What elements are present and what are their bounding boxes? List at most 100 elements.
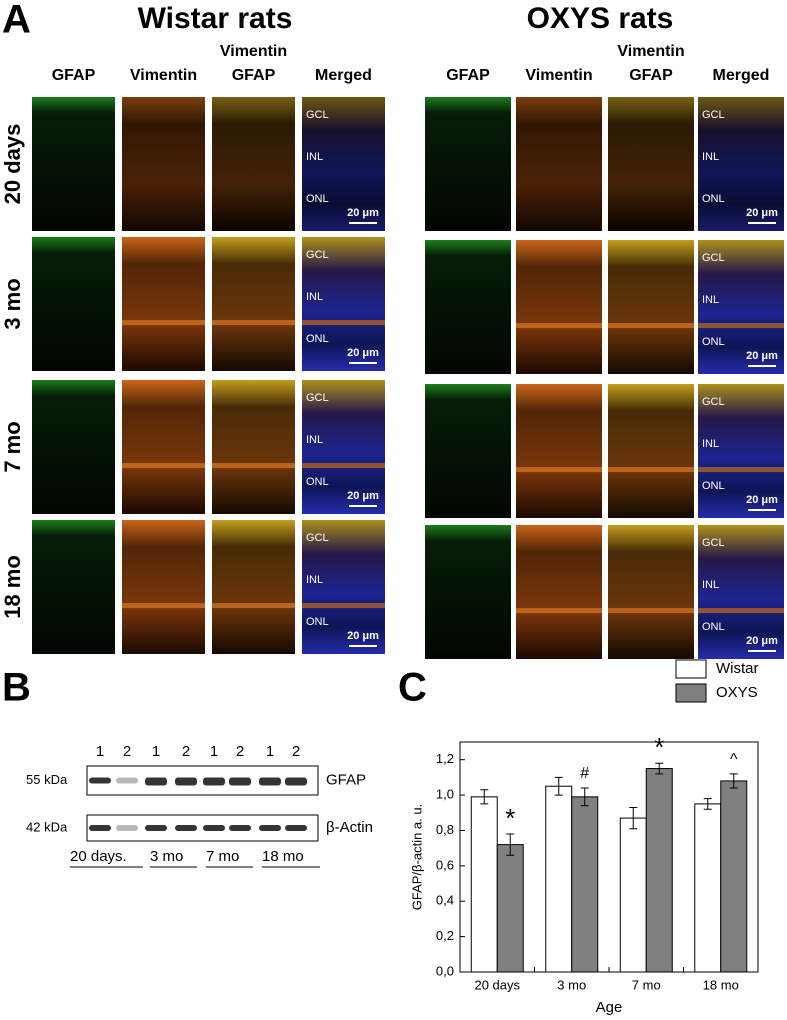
- blot-band: [175, 825, 197, 831]
- scale-bar-label: 20 μm: [746, 635, 778, 647]
- scale-bar-label: 20 μm: [347, 207, 379, 219]
- blot-band: [229, 777, 251, 786]
- y-tick-label: 0,6: [436, 857, 454, 872]
- column-header: Vimentin: [220, 43, 287, 60]
- plexiform-band: [122, 463, 205, 469]
- micrograph: [302, 380, 385, 514]
- blot-band: [89, 825, 111, 831]
- micrograph: [608, 525, 694, 659]
- blot-band: [145, 777, 167, 786]
- bar: [645, 768, 673, 973]
- micrograph: [212, 97, 295, 231]
- layer-label: INL: [702, 294, 719, 306]
- micrograph: [122, 237, 205, 371]
- micrograph: [122, 380, 205, 514]
- x-tick-label: 20 days: [474, 977, 520, 992]
- significance-mark: *: [505, 803, 515, 833]
- error-bar: [506, 833, 515, 856]
- micrograph: [212, 237, 295, 371]
- micrograph: [122, 97, 205, 231]
- layer-label: INL: [702, 579, 719, 591]
- column-header: GFAP: [629, 67, 673, 84]
- blot-band: [175, 777, 197, 786]
- layer-label: ONL: [306, 333, 329, 345]
- micrograph: [32, 97, 115, 231]
- micrograph: [516, 240, 602, 374]
- micrograph: [608, 97, 694, 231]
- micrograph: [302, 237, 385, 371]
- plexiform-band: [122, 603, 205, 609]
- micrograph: [516, 97, 602, 231]
- plexiform-band: [212, 463, 295, 469]
- scale-bar-label: 20 μm: [746, 350, 778, 362]
- micrograph: [32, 380, 115, 514]
- micrograph: [516, 525, 602, 659]
- blot-band: [203, 777, 225, 786]
- plexiform-band: [122, 320, 205, 326]
- layer-label: GCL: [702, 537, 725, 549]
- plexiform-band: [302, 320, 385, 326]
- micrograph: [608, 240, 694, 374]
- error-bar: [655, 762, 664, 775]
- lane-number: 2: [236, 743, 244, 760]
- lane-number: 1: [96, 743, 104, 760]
- y-axis-label: GFAP/β-actin a. u.: [409, 804, 424, 910]
- micrograph: [698, 97, 784, 231]
- y-tick-label: 1,0: [436, 787, 454, 802]
- layer-label: ONL: [702, 621, 725, 633]
- lane-number: 2: [123, 743, 131, 760]
- plexiform-band: [302, 463, 385, 469]
- plexiform-band: [212, 320, 295, 326]
- blot-band: [285, 825, 307, 831]
- micrograph: [425, 525, 511, 659]
- column-header: GFAP: [52, 67, 96, 84]
- micrograph: [425, 384, 511, 518]
- lane-number: 1: [266, 743, 274, 760]
- column-header: Vimentin: [617, 43, 684, 60]
- column-header: Vimentin: [525, 67, 592, 84]
- group-title: Wistar rats: [138, 2, 293, 35]
- layer-label: INL: [702, 438, 719, 450]
- blot-band: [116, 777, 138, 784]
- micrograph: [425, 240, 511, 374]
- group-label: 18 mo: [262, 848, 304, 865]
- layer-label: ONL: [306, 616, 329, 628]
- lane-number: 2: [292, 743, 300, 760]
- column-header: Merged: [713, 67, 770, 84]
- blot-band: [259, 825, 281, 831]
- legend-swatch: [675, 659, 707, 679]
- scale-bar-label: 20 μm: [347, 630, 379, 642]
- layer-label: ONL: [306, 193, 329, 205]
- lane-number: 1: [152, 743, 160, 760]
- x-tick-label: 3 mo: [557, 977, 586, 992]
- bar: [496, 844, 524, 973]
- marker-label: 55 kDa: [26, 772, 68, 787]
- plexiform-band: [516, 467, 602, 473]
- plexiform-band: [608, 323, 694, 329]
- layer-label: INL: [306, 291, 323, 303]
- row-label: 18 mo: [0, 555, 25, 619]
- legend-label: Wistar: [716, 660, 759, 677]
- error-bar: [629, 806, 638, 830]
- micrograph: [32, 520, 115, 654]
- lane-number: 1: [210, 743, 218, 760]
- plexiform-band: [698, 323, 784, 329]
- error-bar: [729, 773, 738, 789]
- layer-label: GCL: [702, 396, 725, 408]
- plexiform-band: [608, 608, 694, 614]
- layer-label: ONL: [306, 476, 329, 488]
- blot-band: [203, 825, 225, 831]
- bar: [694, 803, 722, 973]
- group-label: 3 mo: [150, 848, 183, 865]
- bar: [571, 796, 599, 973]
- plexiform-band: [516, 608, 602, 614]
- marker-label: 42 kDa: [26, 819, 68, 834]
- plexiform-band: [212, 603, 295, 609]
- micrograph: [698, 384, 784, 518]
- plexiform-band: [698, 467, 784, 473]
- layer-label: GCL: [306, 532, 329, 544]
- layer-label: GCL: [306, 392, 329, 404]
- group-label: 7 mo: [206, 848, 239, 865]
- plexiform-band: [608, 467, 694, 473]
- layer-label: INL: [306, 434, 323, 446]
